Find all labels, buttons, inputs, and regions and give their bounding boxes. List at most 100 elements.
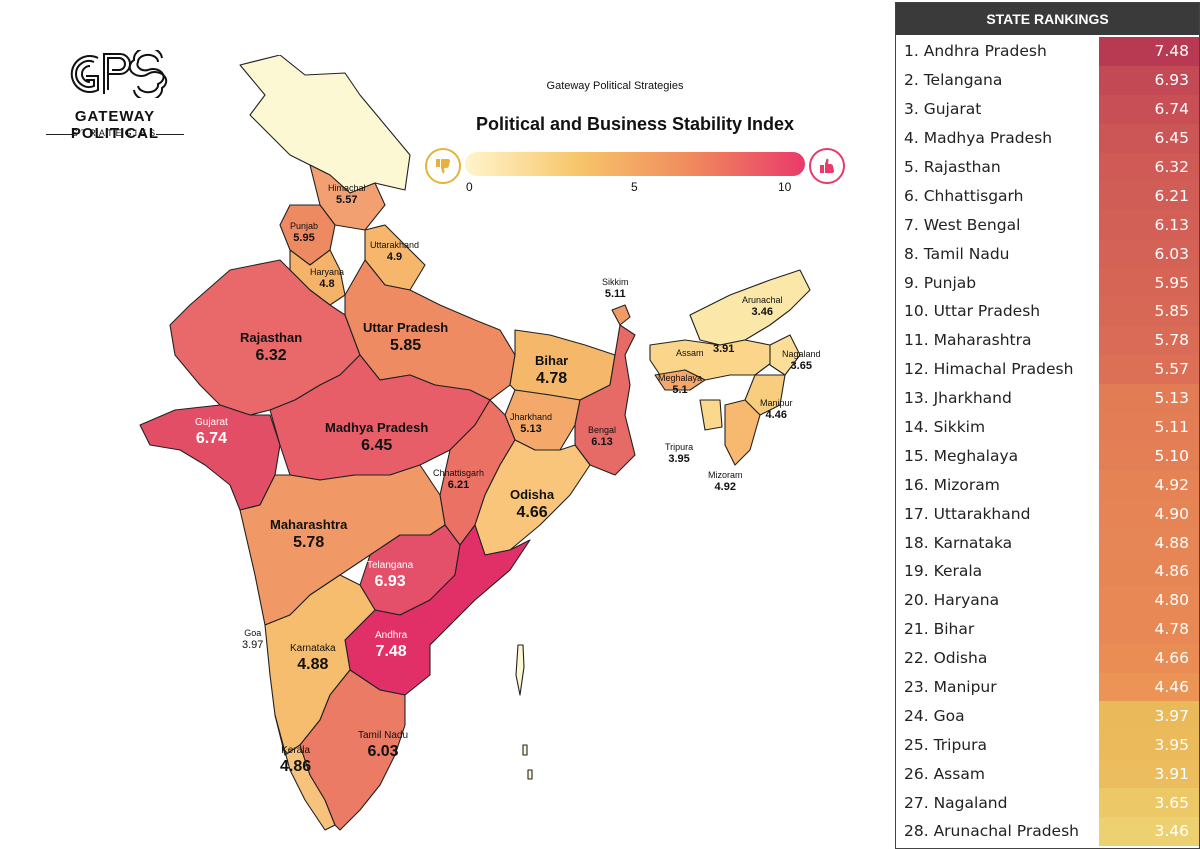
ranking-score: 4.78 bbox=[1099, 614, 1199, 644]
ranking-state-name: 26. Assam bbox=[904, 764, 985, 783]
ranking-row: 11. Maharashtra 5.78 bbox=[896, 325, 1199, 355]
ranking-score: 7.48 bbox=[1099, 37, 1199, 66]
india-map-svg bbox=[139, 55, 811, 831]
ranking-row: 21. Bihar 4.78 bbox=[896, 614, 1199, 644]
ranking-row: 4. Madhya Pradesh 6.45 bbox=[896, 123, 1199, 153]
ranking-row: 13. Jharkhand 5.13 bbox=[896, 383, 1199, 413]
thumbs-down-icon bbox=[425, 148, 461, 184]
ranking-score: 5.78 bbox=[1099, 325, 1199, 355]
ranking-row: 2. Telangana 6.93 bbox=[896, 65, 1199, 95]
state-rankings-title: STATE RANKINGS bbox=[896, 3, 1199, 35]
ranking-row: 1. Andhra Pradesh 7.48 bbox=[896, 37, 1199, 66]
region-andhra bbox=[344, 524, 531, 696]
label-arunachal: Arunachal 3.46 bbox=[742, 295, 783, 318]
logo-rule-left bbox=[46, 134, 74, 135]
ranking-state-name: 3. Gujarat bbox=[904, 100, 982, 119]
ranking-score: 4.92 bbox=[1099, 470, 1199, 500]
ranking-state-name: 5. Rajasthan bbox=[904, 158, 1001, 176]
ranking-state-name: 6. Chhattisgarh bbox=[904, 186, 1024, 205]
label-sikkim: Sikkim 5.11 bbox=[602, 277, 629, 300]
ranking-state-name: 14. Sikkim bbox=[904, 418, 986, 437]
label-bihar: Bihar 4.78 bbox=[535, 353, 569, 387]
ranking-score: 6.03 bbox=[1099, 239, 1199, 269]
ranking-row: 17. Uttarakhand 4.90 bbox=[896, 499, 1199, 529]
ranking-state-name: 10. Uttar Pradesh bbox=[904, 302, 1041, 321]
label-telangana: Telangana 6.93 bbox=[367, 560, 414, 590]
label-meghalaya: Meghalaya 5.1 bbox=[658, 373, 703, 396]
ranking-state-name: 28. Arunachal Pradesh bbox=[904, 822, 1079, 841]
region-nagaland bbox=[769, 334, 801, 376]
ranking-score: 5.95 bbox=[1099, 268, 1199, 298]
label-himachal: Himachal 5.57 bbox=[328, 183, 366, 206]
ranking-score: 6.32 bbox=[1099, 152, 1199, 182]
label-assam-value: 3.91 bbox=[713, 343, 735, 355]
label-goa: Goa 3.97 bbox=[242, 628, 264, 651]
ranking-score: 3.97 bbox=[1099, 701, 1199, 731]
label-karnataka: Karnataka 4.88 bbox=[290, 643, 336, 673]
ranking-state-name: 25. Tripura bbox=[904, 735, 987, 754]
gps-logo: GATEWAY POLITICAL STRATEGIES bbox=[40, 50, 190, 145]
logo-rule-right bbox=[156, 134, 184, 135]
ranking-row: 23. Manipur 4.46 bbox=[896, 672, 1199, 702]
ranking-score: 4.88 bbox=[1099, 528, 1199, 558]
legend-tick-5: 5 bbox=[631, 180, 638, 194]
ranking-row: 12. Himachal Pradesh 5.57 bbox=[896, 354, 1199, 384]
region-odisha bbox=[474, 439, 591, 556]
ranking-score: 6.21 bbox=[1099, 181, 1199, 211]
ranking-score: 3.95 bbox=[1099, 730, 1199, 760]
ranking-state-name: 19. Kerala bbox=[904, 562, 983, 581]
ranking-row: 8. Tamil Nadu 6.03 bbox=[896, 239, 1199, 269]
ranking-score: 4.86 bbox=[1099, 557, 1199, 586]
ranking-state-name: 12. Himachal Pradesh bbox=[904, 360, 1074, 379]
label-punjab: Punjab 5.95 bbox=[290, 221, 319, 244]
region-arunachal bbox=[689, 269, 811, 346]
ranking-state-name: 1. Andhra Pradesh bbox=[904, 42, 1047, 61]
region-sikkim bbox=[611, 304, 631, 326]
ranking-row: 22. Odisha 4.66 bbox=[896, 643, 1199, 673]
map-title: Political and Business Stability Index bbox=[475, 114, 795, 134]
ranking-score: 5.10 bbox=[1099, 441, 1199, 471]
legend-tick-0: 0 bbox=[466, 180, 473, 194]
label-madhya-pradesh: Madhya Pradesh 6.45 bbox=[325, 420, 429, 454]
label-chhattisgarh: Chhattisgarh 6.21 bbox=[433, 468, 485, 491]
ranking-row: 24. Goa 3.97 bbox=[896, 701, 1199, 731]
ranking-score: 6.13 bbox=[1099, 210, 1199, 240]
ranking-row: 14. Sikkim 5.11 bbox=[896, 412, 1199, 442]
ranking-row: 7. West Bengal 6.13 bbox=[896, 210, 1199, 240]
ranking-row: 5. Rajasthan 6.32 bbox=[896, 152, 1199, 182]
label-odisha: Odisha 4.66 bbox=[510, 487, 555, 521]
ranking-score: 3.46 bbox=[1099, 817, 1199, 846]
label-uttarakhand: Uttarakhand 4.9 bbox=[370, 240, 420, 263]
ranking-score: 3.91 bbox=[1099, 759, 1199, 789]
region-nicobar-islands bbox=[522, 744, 533, 780]
logo-wordmark: GATEWAY POLITICAL bbox=[70, 108, 160, 142]
ranking-state-name: 22. Odisha bbox=[904, 649, 988, 668]
ranking-row: 16. Mizoram 4.92 bbox=[896, 470, 1199, 500]
ranking-row: 25. Tripura 3.95 bbox=[896, 730, 1199, 760]
ranking-row: 20. Haryana 4.80 bbox=[896, 585, 1199, 615]
ranking-state-name: 7. West Bengal bbox=[904, 215, 1021, 234]
region-meghalaya bbox=[654, 369, 706, 391]
india-map: Himachal 5.57 Punjab 5.95 Uttarakhand 4.9 H… bbox=[130, 55, 821, 845]
ranking-state-name: 8. Tamil Nadu bbox=[904, 244, 1010, 263]
label-nagaland: Nagaland 3.65 bbox=[782, 349, 821, 372]
label-assam: Assam bbox=[676, 348, 704, 358]
ranking-state-name: 21. Bihar bbox=[904, 620, 975, 639]
ranking-row: 19. Kerala 4.86 bbox=[896, 557, 1199, 586]
label-tamil-nadu: Tamil Nadu 6.03 bbox=[358, 730, 409, 760]
label-kerala: Kerala 4.86 bbox=[280, 745, 312, 775]
label-jharkhand: Jharkhand 5.13 bbox=[510, 412, 553, 435]
region-andaman-islands bbox=[515, 644, 525, 696]
ranking-row: 28. Arunachal Pradesh 3.46 bbox=[896, 817, 1199, 846]
label-maharashtra: Maharashtra 5.78 bbox=[270, 517, 348, 551]
ranking-state-name: 20. Haryana bbox=[904, 591, 1000, 610]
ranking-score: 5.13 bbox=[1099, 383, 1199, 413]
logo-subtitle: STRATEGIES bbox=[71, 128, 159, 138]
legend-tick-10: 10 bbox=[778, 180, 792, 194]
ranking-score: 5.85 bbox=[1099, 297, 1199, 326]
ranking-score: 4.90 bbox=[1099, 499, 1199, 529]
ranking-row: 6. Chhattisgarh 6.21 bbox=[896, 181, 1199, 211]
ranking-score: 4.80 bbox=[1099, 585, 1199, 615]
ranking-score: 6.45 bbox=[1099, 123, 1199, 153]
region-mizoram bbox=[724, 399, 761, 466]
